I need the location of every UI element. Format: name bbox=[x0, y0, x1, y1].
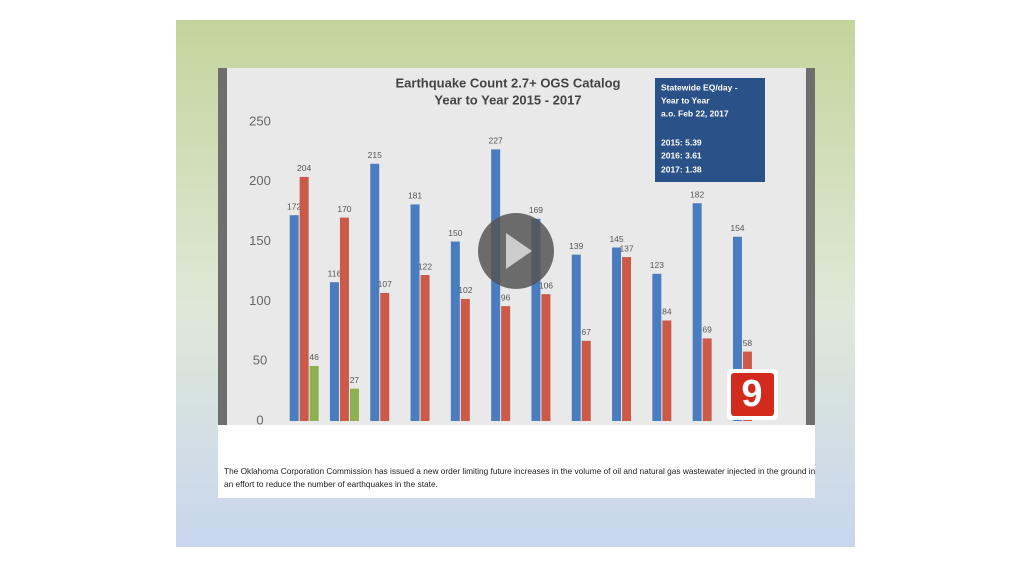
bar bbox=[329, 282, 339, 421]
bar bbox=[531, 218, 541, 421]
bar bbox=[491, 149, 501, 421]
bar bbox=[299, 176, 309, 421]
value-label: 106 bbox=[539, 280, 553, 290]
value-label: 227 bbox=[489, 136, 503, 146]
info-text: a.o. Feb 22, 2017 bbox=[661, 108, 729, 118]
value-label: 122 bbox=[418, 261, 432, 271]
bar bbox=[450, 241, 460, 421]
bar bbox=[410, 204, 420, 421]
y-tick-label: 150 bbox=[249, 233, 271, 248]
value-label: 139 bbox=[569, 241, 583, 251]
value-label: 181 bbox=[408, 191, 422, 201]
value-label: 96 bbox=[501, 292, 511, 302]
info-text: Statewide EQ/day - bbox=[661, 82, 738, 92]
value-label: 215 bbox=[368, 150, 382, 160]
bar bbox=[349, 388, 359, 421]
y-tick-label: 50 bbox=[253, 353, 267, 368]
logo bbox=[731, 373, 774, 416]
info-text: Year to Year bbox=[661, 95, 710, 105]
bar bbox=[622, 257, 632, 421]
logo-text: 9 bbox=[741, 373, 762, 415]
bar bbox=[289, 215, 299, 421]
y-tick-label: 250 bbox=[249, 113, 271, 128]
value-label: 107 bbox=[378, 279, 392, 289]
value-label: 27 bbox=[350, 375, 360, 385]
play-icon[interactable] bbox=[506, 233, 532, 269]
value-label: 137 bbox=[619, 243, 633, 253]
value-label: 150 bbox=[448, 228, 462, 238]
value-label: 46 bbox=[309, 352, 319, 362]
frame-edge bbox=[218, 68, 227, 425]
value-label: 154 bbox=[730, 223, 744, 233]
value-label: 170 bbox=[337, 204, 351, 214]
bar bbox=[370, 163, 380, 421]
y-tick-label: 100 bbox=[249, 293, 271, 308]
chart-title: Earthquake Count 2.7+ OGS Catalog bbox=[395, 75, 620, 90]
bar bbox=[460, 298, 470, 421]
bar bbox=[501, 306, 511, 421]
bar bbox=[420, 275, 430, 421]
value-label: 145 bbox=[609, 234, 623, 244]
bar bbox=[571, 254, 581, 421]
bar bbox=[380, 292, 390, 421]
caption: The Oklahoma Corporation Commission has … bbox=[224, 466, 816, 489]
y-tick-label: 0 bbox=[256, 412, 263, 427]
y-tick-label: 200 bbox=[249, 173, 271, 188]
bar bbox=[309, 365, 319, 421]
info-text: 2017: 1.38 bbox=[661, 164, 702, 174]
info-text: 2015: 5.39 bbox=[661, 137, 702, 147]
value-label: 169 bbox=[529, 205, 543, 215]
value-label: 116 bbox=[328, 268, 342, 278]
value-label: 172 bbox=[287, 201, 301, 211]
bar bbox=[692, 203, 702, 421]
play-button[interactable] bbox=[478, 213, 554, 289]
value-label: 123 bbox=[650, 260, 664, 270]
value-label: 182 bbox=[690, 189, 704, 199]
bar bbox=[581, 340, 591, 421]
bar bbox=[662, 320, 672, 421]
value-label: 69 bbox=[702, 325, 712, 335]
bar bbox=[732, 236, 742, 421]
bar bbox=[652, 273, 662, 421]
frame-edge bbox=[806, 68, 815, 425]
info-box bbox=[655, 78, 765, 182]
value-label: 58 bbox=[743, 338, 753, 348]
value-label: 204 bbox=[297, 163, 311, 173]
info-text: 2016: 3.61 bbox=[661, 150, 702, 160]
bar bbox=[339, 217, 349, 421]
bar bbox=[541, 294, 551, 421]
value-label: 67 bbox=[582, 327, 592, 337]
value-label: 84 bbox=[662, 307, 672, 317]
value-label: 102 bbox=[458, 285, 472, 295]
chart-subtitle: Year to Year 2015 - 2017 bbox=[434, 92, 581, 107]
bar bbox=[702, 338, 712, 421]
bar bbox=[612, 247, 622, 421]
